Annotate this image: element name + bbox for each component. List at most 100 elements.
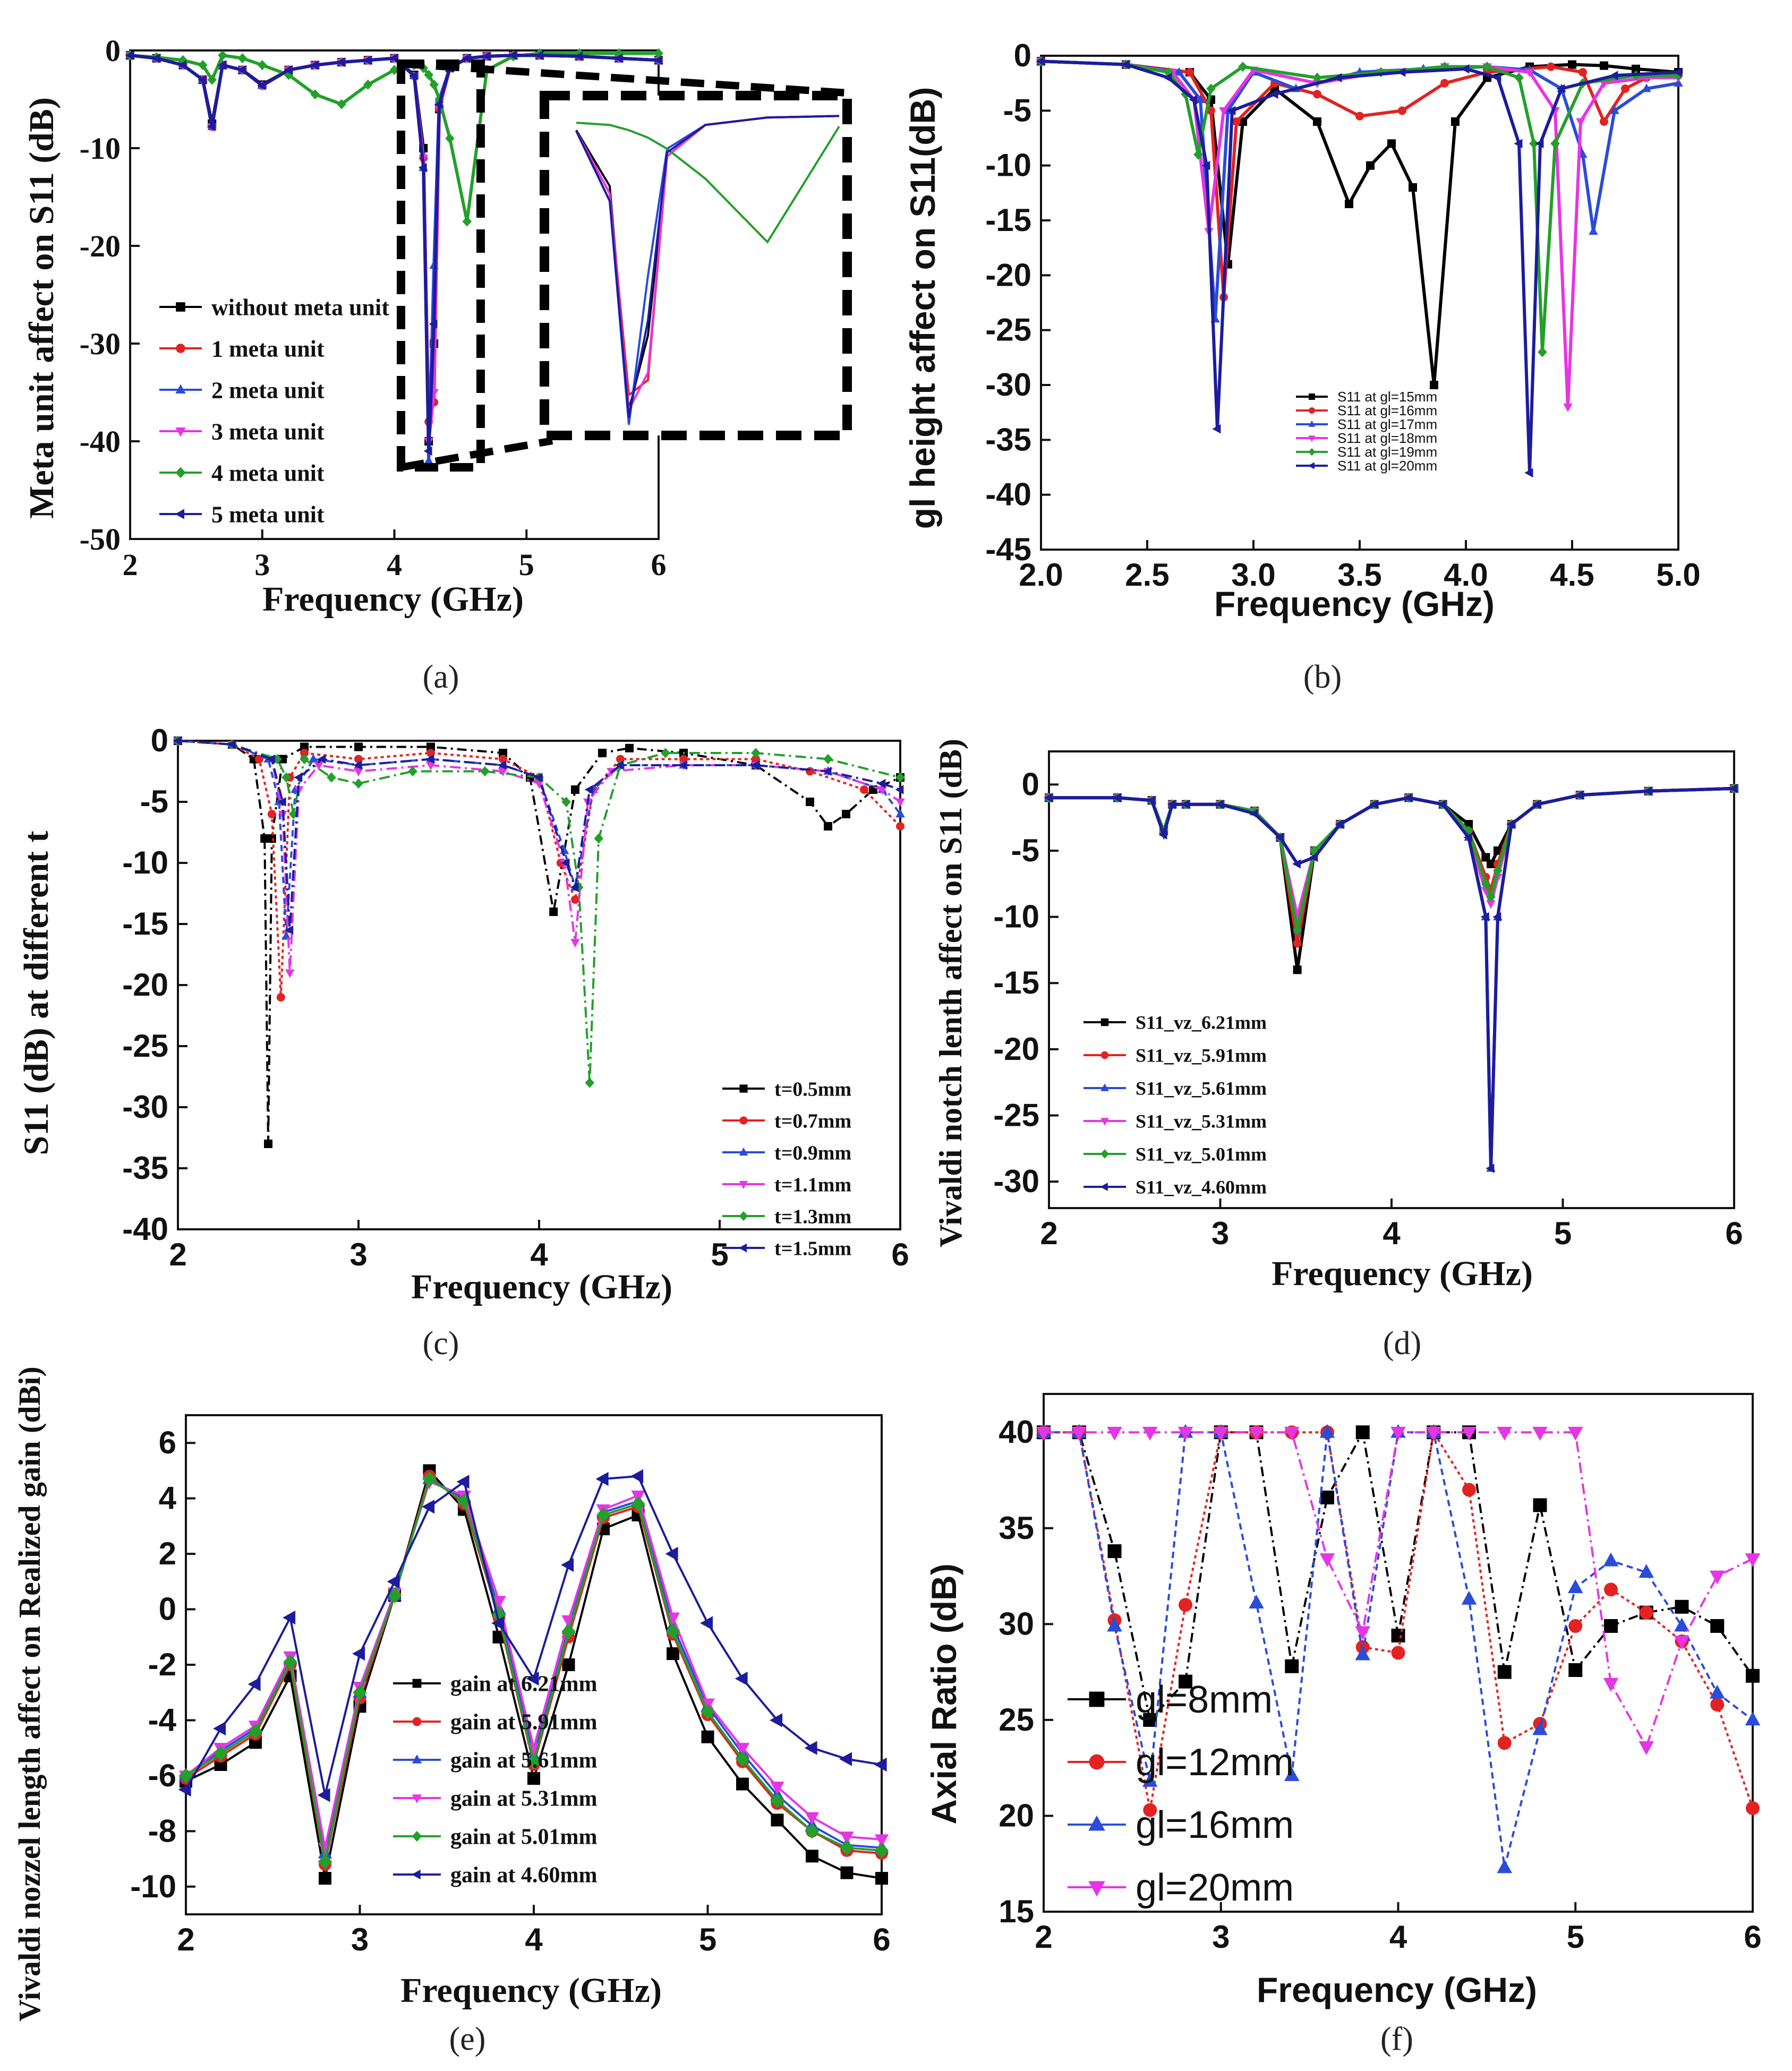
y-tick-label: -30 xyxy=(122,1089,168,1125)
data-point xyxy=(534,780,544,789)
data-point xyxy=(285,969,295,978)
data-point xyxy=(1674,1636,1689,1650)
data-point xyxy=(1567,1426,1583,1441)
data-point xyxy=(1578,68,1587,76)
zoom-connector xyxy=(400,60,848,97)
data-point xyxy=(1185,68,1194,76)
data-point xyxy=(598,749,607,757)
legend-label: t=0.9mm xyxy=(774,1142,851,1164)
data-point xyxy=(408,766,417,777)
data-point xyxy=(207,122,216,132)
data-point xyxy=(823,766,832,776)
y-tick-label: -15 xyxy=(122,906,168,942)
data-point xyxy=(1563,403,1573,412)
y-tick-label: -25 xyxy=(993,1098,1039,1133)
data-point xyxy=(429,319,438,329)
legend-marker xyxy=(1308,462,1315,469)
data-point xyxy=(177,60,186,70)
data-point xyxy=(1486,900,1496,909)
data-point xyxy=(584,785,593,794)
data-point xyxy=(423,446,432,456)
data-point xyxy=(424,456,433,465)
data-point xyxy=(1387,139,1396,148)
data-point xyxy=(526,1671,539,1686)
x-tick-label: 5 xyxy=(1567,1919,1584,1955)
data-point xyxy=(1464,820,1473,829)
chart-b: 2.0 2.5 3.0 3.5 4.0 4.5 5.0 0 -5 -10 -15 -20 -25 -30 -… xyxy=(985,38,1700,593)
legend-marker xyxy=(1089,1754,1105,1770)
data-point xyxy=(278,755,287,764)
legend-label: S11_vz_4.60mm xyxy=(1136,1177,1267,1198)
data-point xyxy=(1391,1629,1405,1642)
data-point xyxy=(1745,1553,1761,1568)
data-point xyxy=(387,1588,402,1603)
data-point xyxy=(1215,799,1224,809)
data-point xyxy=(616,755,625,764)
data-point xyxy=(260,834,269,843)
data-point xyxy=(425,754,434,764)
x-tick-label: 5 xyxy=(699,1922,716,1957)
data-point xyxy=(1142,1426,1158,1441)
data-point xyxy=(1547,62,1555,71)
data-point xyxy=(1319,1553,1335,1568)
data-point xyxy=(805,1812,820,1825)
x-tick-label: 6 xyxy=(891,1237,909,1272)
panel-caption-f: (f) xyxy=(1380,2021,1413,2057)
data-point xyxy=(457,1493,472,1509)
y-tick-label: -30 xyxy=(985,367,1031,403)
data-point xyxy=(1193,149,1203,160)
x-tick-label: 4.5 xyxy=(1550,557,1594,593)
y-tick-label: -15 xyxy=(985,202,1031,238)
axis-title-x-f: Frequency (GHz) xyxy=(1257,1970,1537,2009)
data-point xyxy=(631,1496,645,1512)
data-point xyxy=(1603,1678,1619,1692)
data-point xyxy=(653,55,662,65)
data-point xyxy=(840,1832,854,1845)
data-point xyxy=(561,1557,574,1572)
data-point xyxy=(300,742,309,751)
data-point xyxy=(1044,793,1053,803)
data-point xyxy=(1673,67,1682,77)
data-point xyxy=(1461,1590,1477,1605)
data-point xyxy=(1391,1646,1405,1660)
data-point xyxy=(654,48,663,59)
data-point xyxy=(1492,912,1501,922)
data-point xyxy=(1335,819,1344,829)
data-point xyxy=(1710,1698,1725,1711)
data-point xyxy=(806,798,814,806)
data-point xyxy=(735,1743,750,1756)
data-point xyxy=(1036,1426,1052,1441)
data-point xyxy=(735,1751,750,1767)
data-point xyxy=(300,754,309,765)
x-tick-label: 3 xyxy=(1212,1919,1230,1955)
data-point xyxy=(1112,793,1121,803)
data-point xyxy=(1249,809,1258,818)
legend-label: S11 at gl=20mm xyxy=(1337,458,1437,474)
data-point xyxy=(353,760,362,770)
data-point xyxy=(354,778,363,789)
data-point xyxy=(1163,73,1172,83)
x-tick-label: 2 xyxy=(123,547,138,582)
series-3 xyxy=(1036,56,1683,323)
plot-area-frame xyxy=(1048,750,1735,1209)
data-point xyxy=(1461,64,1470,74)
legend-marker xyxy=(1308,435,1316,442)
legend-marker xyxy=(1100,1051,1109,1059)
data-point xyxy=(615,760,624,770)
series-line xyxy=(177,740,901,930)
series-line xyxy=(1040,59,1679,297)
legend-label: t=1.3mm xyxy=(774,1205,851,1228)
legend-label: without meta unit xyxy=(211,294,389,320)
data-point xyxy=(257,60,267,71)
data-point xyxy=(1238,62,1248,72)
data-point xyxy=(498,768,508,777)
axis-title-y-a: Meta unit affect on S11 (dB) xyxy=(22,97,61,519)
data-point xyxy=(1440,79,1449,88)
data-point xyxy=(596,1507,611,1523)
data-point xyxy=(1709,1684,1725,1699)
x-tick-label: 2 xyxy=(1040,1216,1057,1251)
data-point xyxy=(1538,347,1547,357)
axis-title-x-d: Frequency (GHz) xyxy=(1272,1254,1533,1293)
data-point xyxy=(1486,892,1496,902)
x-tick-label: 6 xyxy=(1744,1919,1761,1955)
